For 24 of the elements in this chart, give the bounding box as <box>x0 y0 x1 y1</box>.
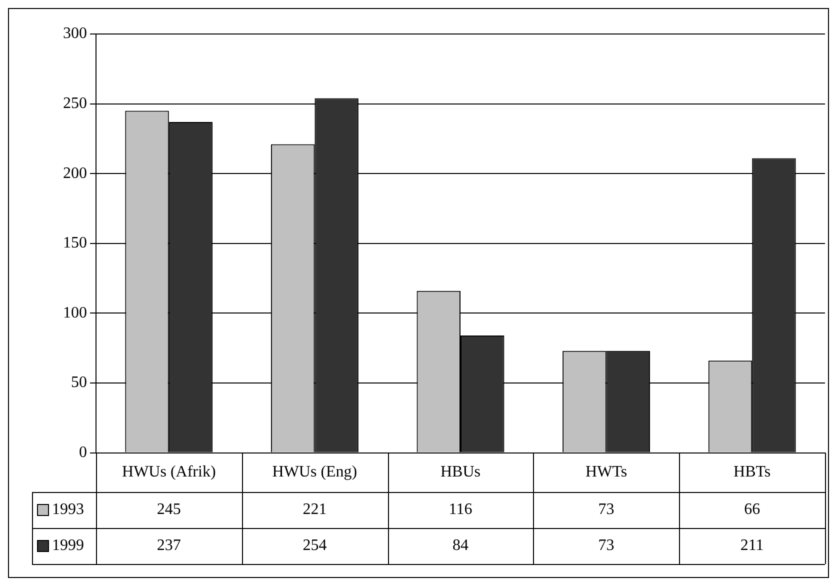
y-tick-label: 50 <box>71 374 87 392</box>
x-tick-label: HBUs <box>440 464 481 481</box>
y-tick-label: 300 <box>63 25 87 42</box>
x-tick-label: HWUs (Eng) <box>272 464 358 481</box>
x-tick-label: HWUs (Afrik) <box>122 464 216 481</box>
y-tick-label: 100 <box>63 304 87 322</box>
y-tick-label: 150 <box>63 234 87 252</box>
y-tick-label: 200 <box>63 164 87 182</box>
data-label: 245 <box>156 501 181 518</box>
legend-label: 1993 <box>52 501 84 518</box>
x-tick-label: HWTs <box>586 464 628 481</box>
data-label: 73 <box>598 537 614 554</box>
y-tick-label: 0 <box>79 444 87 462</box>
x-tick-label: HBTs <box>734 464 771 481</box>
data-label: 254 <box>302 537 327 554</box>
data-label: 237 <box>156 537 181 554</box>
data-label: 116 <box>448 501 472 518</box>
data-label: 73 <box>598 501 614 518</box>
data-label: 211 <box>740 537 764 554</box>
data-label: 221 <box>302 501 327 518</box>
data-label: 84 <box>452 537 468 554</box>
legend-label: 1999 <box>52 537 84 554</box>
y-tick-label: 250 <box>63 95 87 112</box>
data-label: 66 <box>744 501 760 518</box>
